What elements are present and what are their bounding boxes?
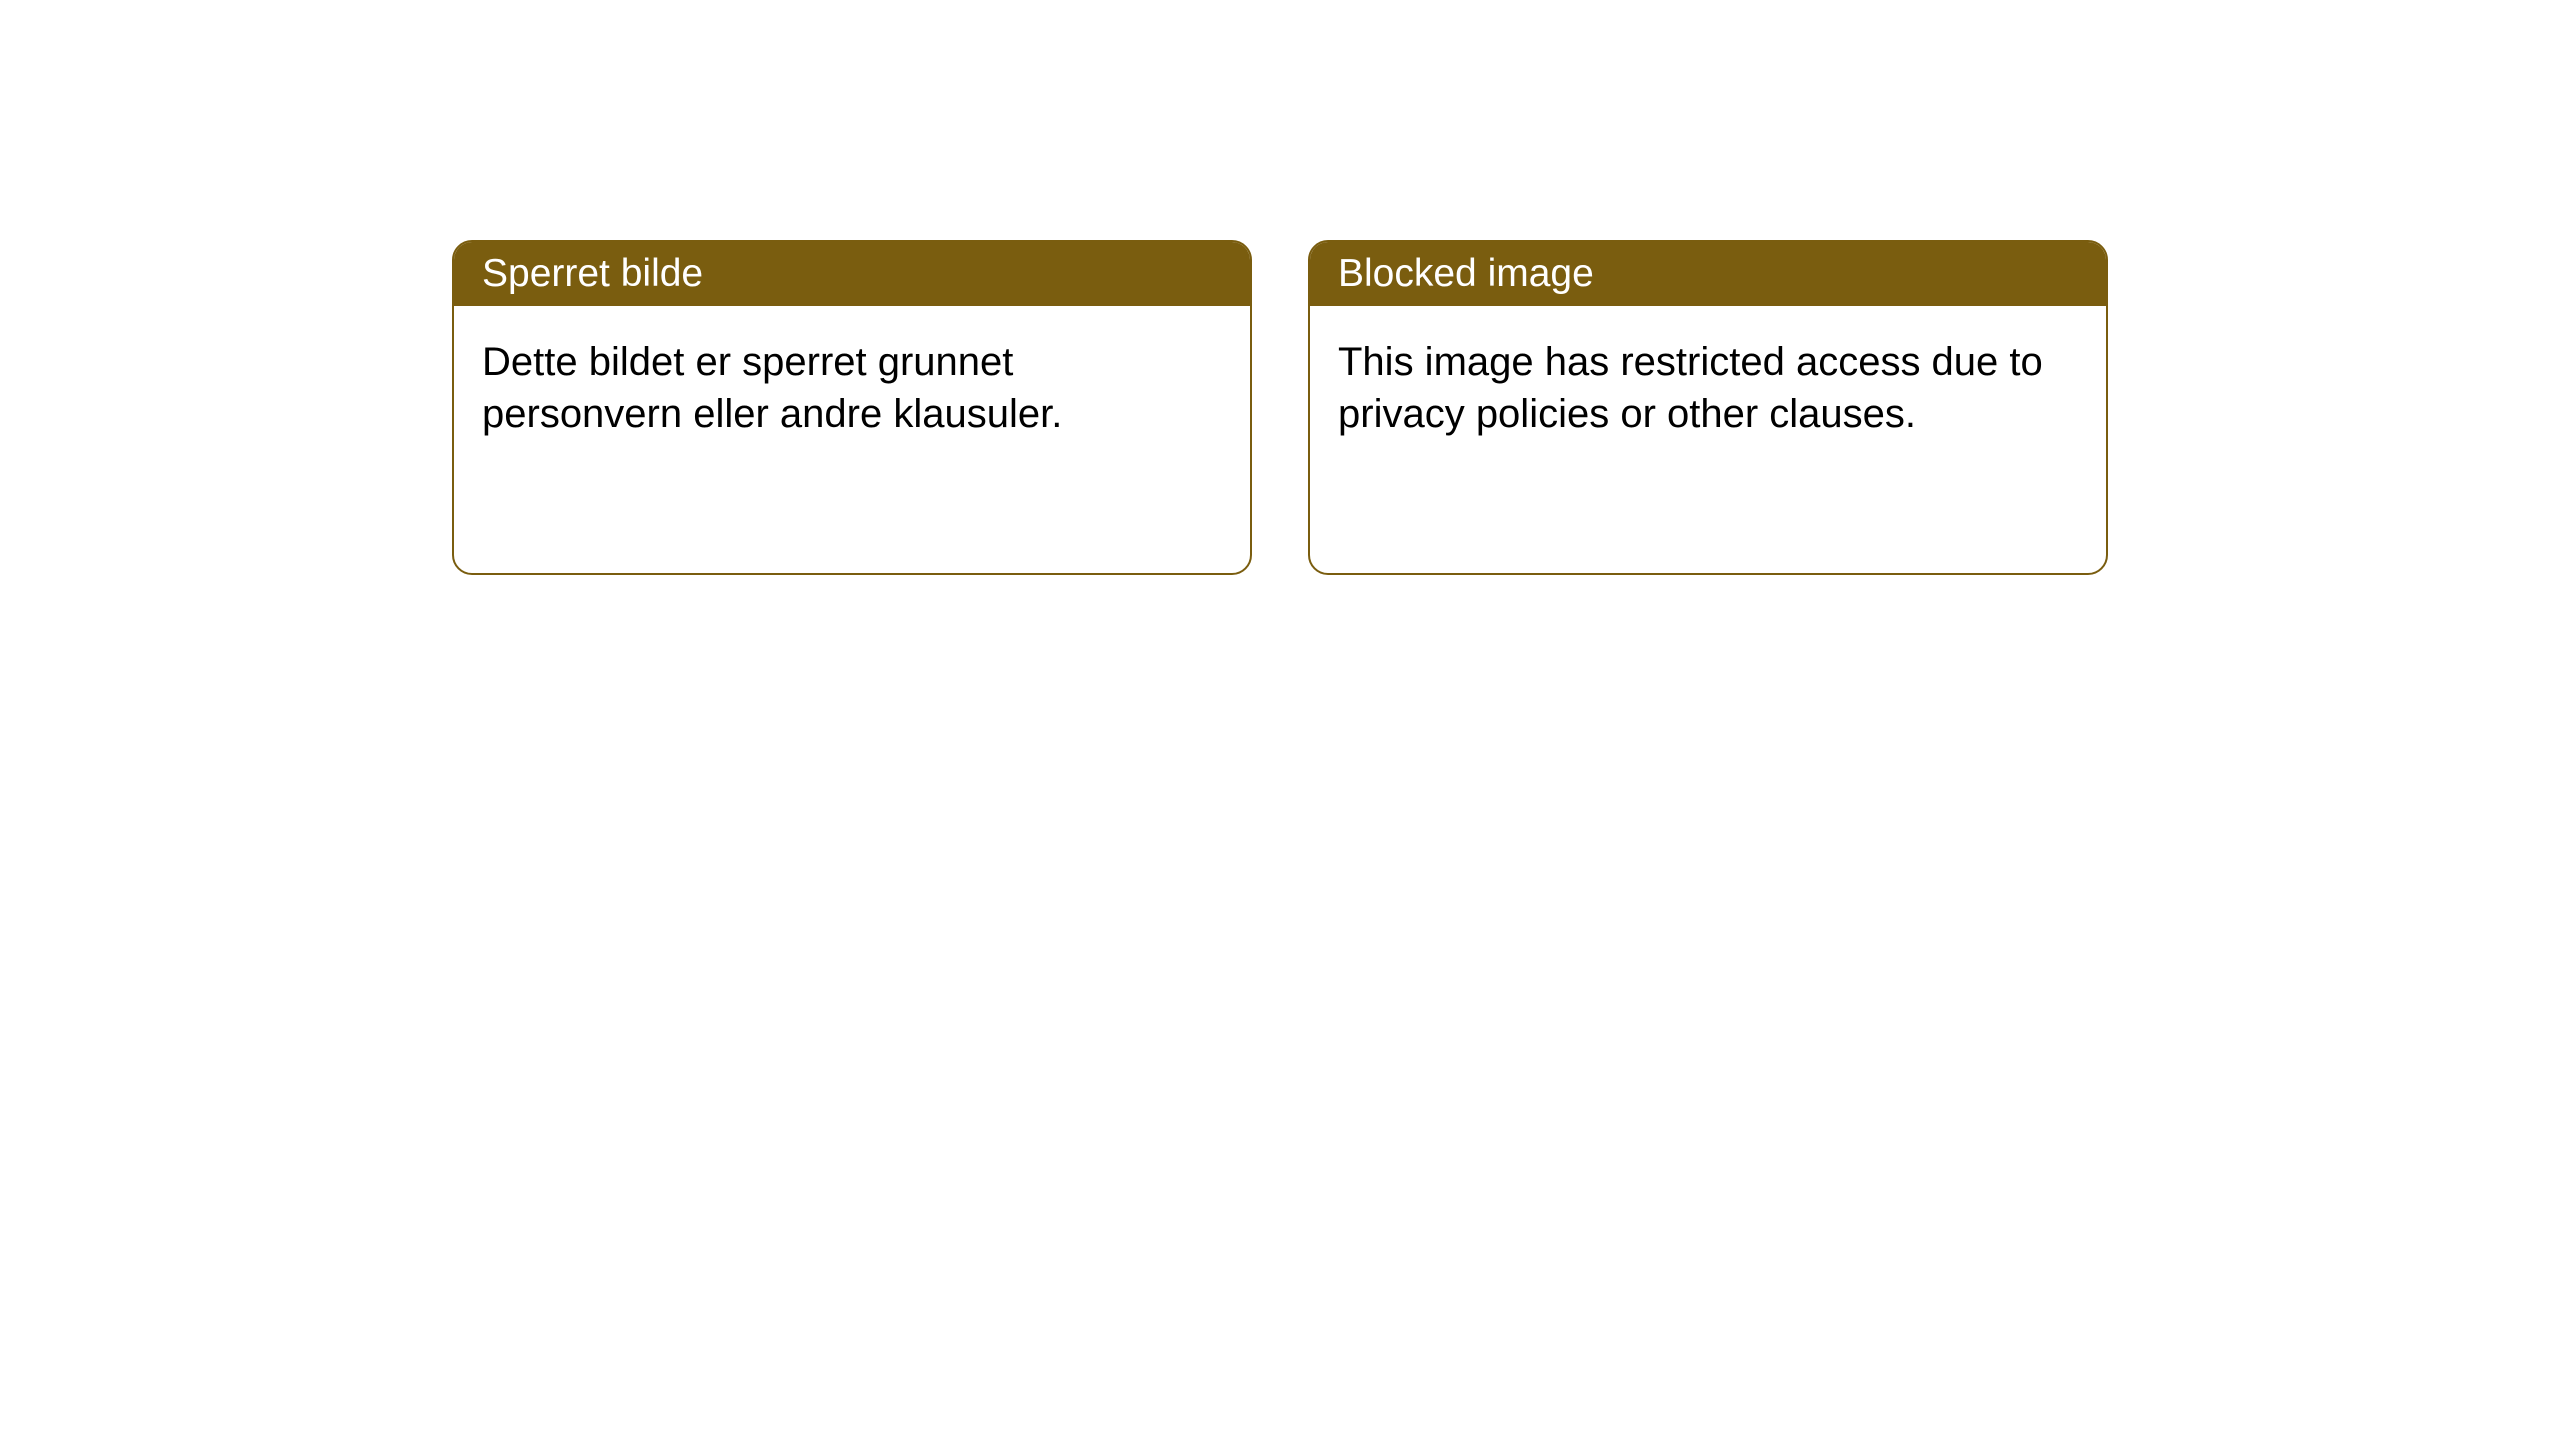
notice-header: Sperret bilde	[454, 242, 1250, 306]
notice-card-norwegian: Sperret bilde Dette bildet er sperret gr…	[452, 240, 1252, 575]
notice-message: This image has restricted access due to …	[1338, 340, 2043, 436]
notice-title: Sperret bilde	[482, 252, 703, 295]
notice-card-english: Blocked image This image has restricted …	[1308, 240, 2108, 575]
notice-container: Sperret bilde Dette bildet er sperret gr…	[0, 0, 2560, 575]
notice-header: Blocked image	[1310, 242, 2106, 306]
notice-body: Dette bildet er sperret grunnet personve…	[454, 306, 1250, 470]
notice-body: This image has restricted access due to …	[1310, 306, 2106, 470]
notice-message: Dette bildet er sperret grunnet personve…	[482, 340, 1062, 436]
notice-title: Blocked image	[1338, 252, 1594, 295]
